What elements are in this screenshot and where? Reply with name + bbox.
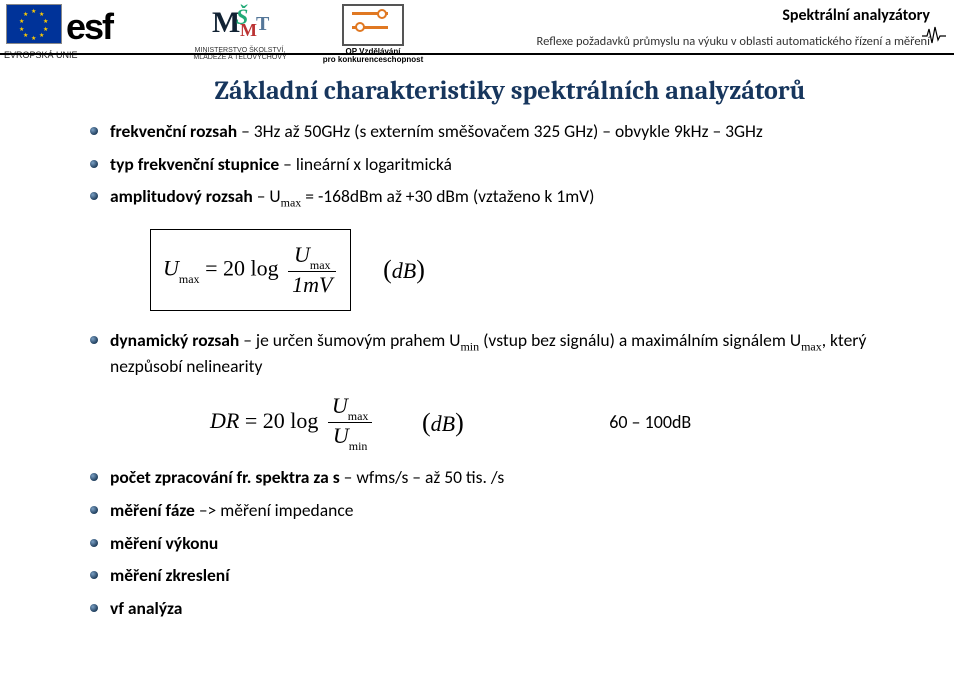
esf-logo-text: esf	[66, 6, 112, 48]
bullet-bold: typ frekvenční stupnice	[110, 153, 279, 175]
eq-op: =	[205, 255, 223, 280]
bullet-text: – lineární x logaritmická	[279, 153, 452, 175]
eq-unit: (dB)	[422, 408, 464, 438]
bullet-vf: vf analýza	[90, 597, 930, 621]
bullet-text: – 3Hz až 50GHz (s externím směšovačem 32…	[237, 120, 763, 142]
slide-content: Základní charakteristiky spektrálních an…	[90, 76, 930, 630]
equation-umax: Umax = 20 log Umax 1mV (dB)	[150, 229, 930, 311]
bullet-bold: měření výkonu	[110, 532, 218, 554]
eq-sym: U	[163, 255, 179, 280]
eq-sub: max	[348, 409, 369, 423]
header-title: Spektrální analyzátory	[782, 6, 930, 25]
eq-sym: DR	[210, 408, 239, 433]
eq-unit: (dB)	[383, 255, 425, 285]
bullet-freq-scale-type: typ frekvenční stupnice – lineární x log…	[90, 153, 930, 177]
eq-sub: min	[349, 439, 368, 453]
bullet-list: dynamický rozsah – je určen šumovým prah…	[90, 329, 930, 378]
bullet-bold: měření fáze	[110, 499, 195, 521]
bullet-freq-range: frekvenční rozsah – 3Hz až 50GHz (s exte…	[90, 120, 930, 144]
header-subtitle: Reflexe požadavků průmyslu na výuku v ob…	[537, 34, 930, 49]
eq-coeff: 20	[223, 255, 245, 280]
bullet-text: (vstup bez signálu) a maximálním signále…	[479, 329, 801, 351]
eu-flag-icon: ★ ★ ★ ★ ★ ★ ★ ★ ★ ★	[6, 4, 62, 44]
svg-text:M: M	[240, 20, 257, 40]
bullet-distortion: měření zkreslení	[90, 564, 930, 588]
bullet-phase: měření fáze –> měření impedance	[90, 499, 930, 523]
eq-sym: U	[333, 423, 349, 448]
bullet-power: měření výkonu	[90, 532, 930, 556]
slide-header: ★ ★ ★ ★ ★ ★ ★ ★ ★ ★ esf EVROPSKÁ UNIE M …	[0, 0, 960, 68]
bullet-bold: dynamický rozsah	[110, 329, 239, 351]
eq-note: 60 – 100dB	[609, 411, 691, 433]
subscript: min	[460, 340, 479, 354]
bullet-amplitude-range: amplitudový rozsah – Umax = -168dBm až +…	[90, 185, 930, 211]
eq-op: =	[245, 408, 263, 433]
bullet-bold: frekvenční rozsah	[110, 120, 237, 142]
eq-den: 1mV	[288, 272, 336, 298]
bullet-text: – wfms/s – až 50 tis. /s	[340, 466, 504, 488]
header-rule	[0, 53, 954, 55]
bullet-text: – U	[253, 185, 281, 207]
bullet-bold: vf analýza	[110, 597, 182, 619]
bullet-bold: počet zpracování fr. spektra za s	[110, 466, 340, 488]
opvk-label: OP Vzdělávání pro konkurenceschopnost	[318, 48, 428, 65]
bullet-list: frekvenční rozsah – 3Hz až 50GHz (s exte…	[90, 120, 930, 211]
bullet-list: počet zpracování fr. spektra za s – wfms…	[90, 466, 930, 620]
subscript: max	[281, 196, 302, 210]
bullet-bold: měření zkreslení	[110, 564, 230, 586]
equation-dr: DR = 20 log Umax Umin (dB) 60 – 100dB	[210, 393, 930, 453]
bullet-dynamic-range: dynamický rozsah – je určen šumovým prah…	[90, 329, 930, 378]
eq-sub: max	[179, 272, 200, 286]
eu-label: EVROPSKÁ UNIE	[4, 50, 78, 60]
waveform-icon	[922, 26, 946, 51]
bullet-text: –> měření impedance	[195, 499, 354, 521]
eq-log: log	[245, 255, 279, 280]
bullet-text: = -168dBm až +30 dBm (vztaženo k 1mV)	[301, 185, 594, 207]
eq-sym: U	[332, 393, 348, 418]
slide-title: Základní charakteristiky spektrálních an…	[90, 76, 930, 106]
eq-coeff: 20	[263, 408, 285, 433]
eq-sym: U	[294, 242, 310, 267]
bullet-wfms: počet zpracování fr. spektra za s – wfms…	[90, 466, 930, 490]
svg-text:T: T	[256, 13, 270, 35]
subscript: max	[801, 340, 822, 354]
eq-sub: max	[310, 258, 331, 272]
opvk-logo: OP Vzdělávání pro konkurenceschopnost	[318, 4, 428, 65]
slide-page: ★ ★ ★ ★ ★ ★ ★ ★ ★ ★ esf EVROPSKÁ UNIE M …	[0, 0, 960, 680]
eq-log: log	[285, 408, 319, 433]
bullet-text: – je určen šumovým prahem U	[239, 329, 460, 351]
bullet-bold: amplitudový rozsah	[110, 185, 253, 207]
